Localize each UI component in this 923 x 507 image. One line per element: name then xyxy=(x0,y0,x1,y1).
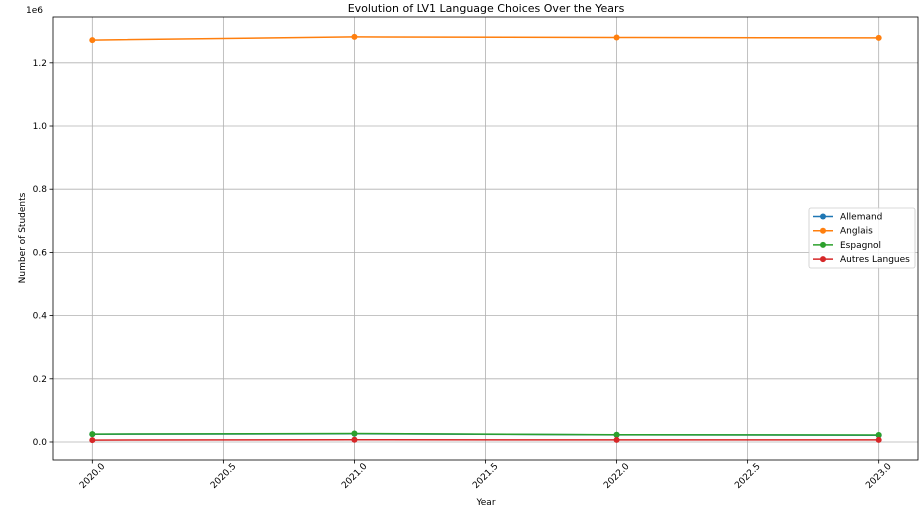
legend-marker-allemand xyxy=(820,213,826,220)
legend-item-anglais: Anglais xyxy=(813,227,873,237)
data-point-anglais xyxy=(875,34,882,41)
x-tick-label: 2022.0 xyxy=(602,461,632,491)
series-line-espagnol xyxy=(92,432,879,436)
legend-label-anglais: Anglais xyxy=(840,227,873,237)
x-tick-label: 2022.5 xyxy=(733,462,762,491)
y-tick-label: 0.2 xyxy=(33,375,47,385)
legend-item-allemand: Allemand xyxy=(813,213,882,223)
y-axis-label: Number of Students xyxy=(18,192,28,283)
y-tick-label: 0.6 xyxy=(33,248,48,258)
plot-series xyxy=(89,33,882,444)
y-tick-label: 0.8 xyxy=(33,185,48,195)
y-tick-label: 0.4 xyxy=(33,312,48,322)
x-tick-label: 2020.5 xyxy=(209,462,238,491)
legend-label-autres-langues: Autres Langues xyxy=(840,255,910,265)
x-tick-label: 2023.0 xyxy=(864,461,894,491)
legend: Allemand Anglais Espagnol Autres Langues xyxy=(808,207,916,269)
series-anglais xyxy=(89,33,882,44)
legend-marker-anglais xyxy=(820,227,826,234)
x-tick-label: 2021.5 xyxy=(471,462,500,491)
data-point-espagnol xyxy=(613,431,620,438)
x-tick-label: 2020.0 xyxy=(78,461,108,491)
series-autres-langues xyxy=(89,436,882,444)
data-point-autres-langues xyxy=(875,436,882,443)
grid-lines xyxy=(53,17,918,460)
y-axis-offset-label: 1e6 xyxy=(26,6,43,16)
x-axis-label: Year xyxy=(475,498,495,507)
x-tick-label: 2021.0 xyxy=(340,461,370,491)
legend-label-espagnol: Espagnol xyxy=(840,241,881,251)
y-tick-label: 0.0 xyxy=(33,438,48,448)
data-point-autres-langues xyxy=(613,436,620,443)
legend-frame xyxy=(808,207,916,269)
legend-item-espagnol: Espagnol xyxy=(813,241,881,251)
data-point-espagnol xyxy=(89,431,96,438)
data-point-anglais xyxy=(613,34,620,41)
axis-ticks: 2020.0 2020.5 2021.0 2021.5 2022.0 2022.5 2023… xyxy=(33,59,894,491)
series-line-anglais xyxy=(92,36,879,41)
data-point-espagnol xyxy=(875,432,882,439)
legend-item-autres-langues: Autres Langues xyxy=(813,255,910,265)
chart-title: Evolution of LV1 Language Choices Over t… xyxy=(348,2,625,15)
legend-label-allemand: Allemand xyxy=(840,213,882,223)
data-point-anglais xyxy=(89,37,96,44)
y-tick-label: 1.0 xyxy=(33,122,48,132)
data-point-anglais xyxy=(351,33,358,40)
data-point-espagnol xyxy=(351,430,358,437)
y-tick-label: 1.2 xyxy=(33,59,47,69)
legend-marker-autres-langues xyxy=(820,256,826,263)
data-point-autres-langues xyxy=(351,436,358,443)
legend-marker-espagnol xyxy=(820,241,826,248)
series-espagnol xyxy=(89,430,882,439)
data-point-autres-langues xyxy=(89,437,96,444)
